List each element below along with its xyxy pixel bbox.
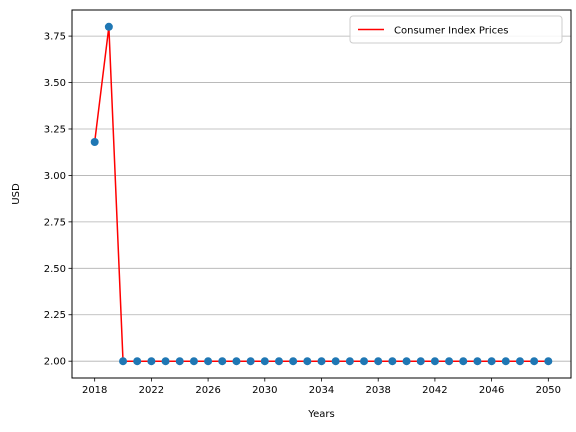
y-tick-label: 2.25: [44, 310, 66, 321]
data-point: [119, 357, 128, 366]
series-layer: [90, 22, 553, 366]
y-tick-label: 3.75: [44, 32, 66, 43]
y-axis: 2.00 2.25 2.50 2.75 3.00 3.25 3.50 3.75: [44, 32, 72, 368]
y-tick-label: 3.00: [44, 171, 66, 182]
x-tick-label: 2030: [252, 385, 277, 396]
data-point: [246, 357, 255, 366]
data-point: [515, 357, 524, 366]
y-tick-label: 2.75: [44, 217, 66, 228]
data-point: [473, 357, 482, 366]
x-tick-label: 2046: [479, 385, 504, 396]
plot-frame: [71, 9, 572, 379]
data-point: [317, 357, 326, 366]
data-point: [487, 357, 496, 366]
legend: Consumer Index Prices: [349, 15, 563, 44]
data-point: [147, 357, 156, 366]
data-point: [204, 357, 213, 366]
data-point: [374, 357, 383, 366]
data-point: [274, 357, 283, 366]
x-tick-label: 2042: [422, 385, 447, 396]
y-axis-title: USD: [11, 183, 22, 205]
data-point: [544, 357, 553, 366]
data-point: [430, 357, 439, 366]
x-tick-label: 2050: [536, 385, 561, 396]
data-point: [416, 357, 425, 366]
series-line: [93, 26, 549, 362]
data-point: [360, 357, 369, 366]
data-point: [189, 357, 198, 366]
data-point: [501, 357, 510, 366]
data-point: [104, 22, 113, 31]
x-tick-label: 2022: [139, 385, 164, 396]
y-tick-label: 3.25: [44, 124, 66, 135]
data-point: [530, 357, 539, 366]
data-point: [331, 357, 340, 366]
y-tick-label: 2.00: [44, 357, 66, 368]
data-point: [445, 357, 454, 366]
x-tick-label: 2026: [195, 385, 220, 396]
x-axis: 2018 2022 2026 2030 2034 2038 2042 2046 2050: [82, 378, 561, 396]
data-point: [459, 357, 468, 366]
data-point: [175, 357, 184, 366]
x-axis-title: Years: [307, 409, 334, 420]
data-point: [260, 357, 269, 366]
legend-label: Consumer Index Prices: [394, 26, 508, 37]
legend-box: [349, 15, 563, 44]
data-point: [90, 137, 99, 146]
y-tick-label: 3.50: [44, 78, 66, 89]
data-point: [303, 357, 312, 366]
data-point: [289, 357, 298, 366]
data-point: [388, 357, 397, 366]
y-tick-label: 2.50: [44, 264, 66, 275]
x-tick-label: 2034: [309, 385, 334, 396]
data-point: [218, 357, 227, 366]
grid-lines: [72, 35, 571, 362]
x-tick-label: 2018: [82, 385, 107, 396]
data-point: [345, 357, 354, 366]
data-point: [232, 357, 241, 366]
data-point: [402, 357, 411, 366]
x-tick-label: 2038: [365, 385, 390, 396]
data-point: [133, 357, 142, 366]
data-point: [161, 357, 170, 366]
